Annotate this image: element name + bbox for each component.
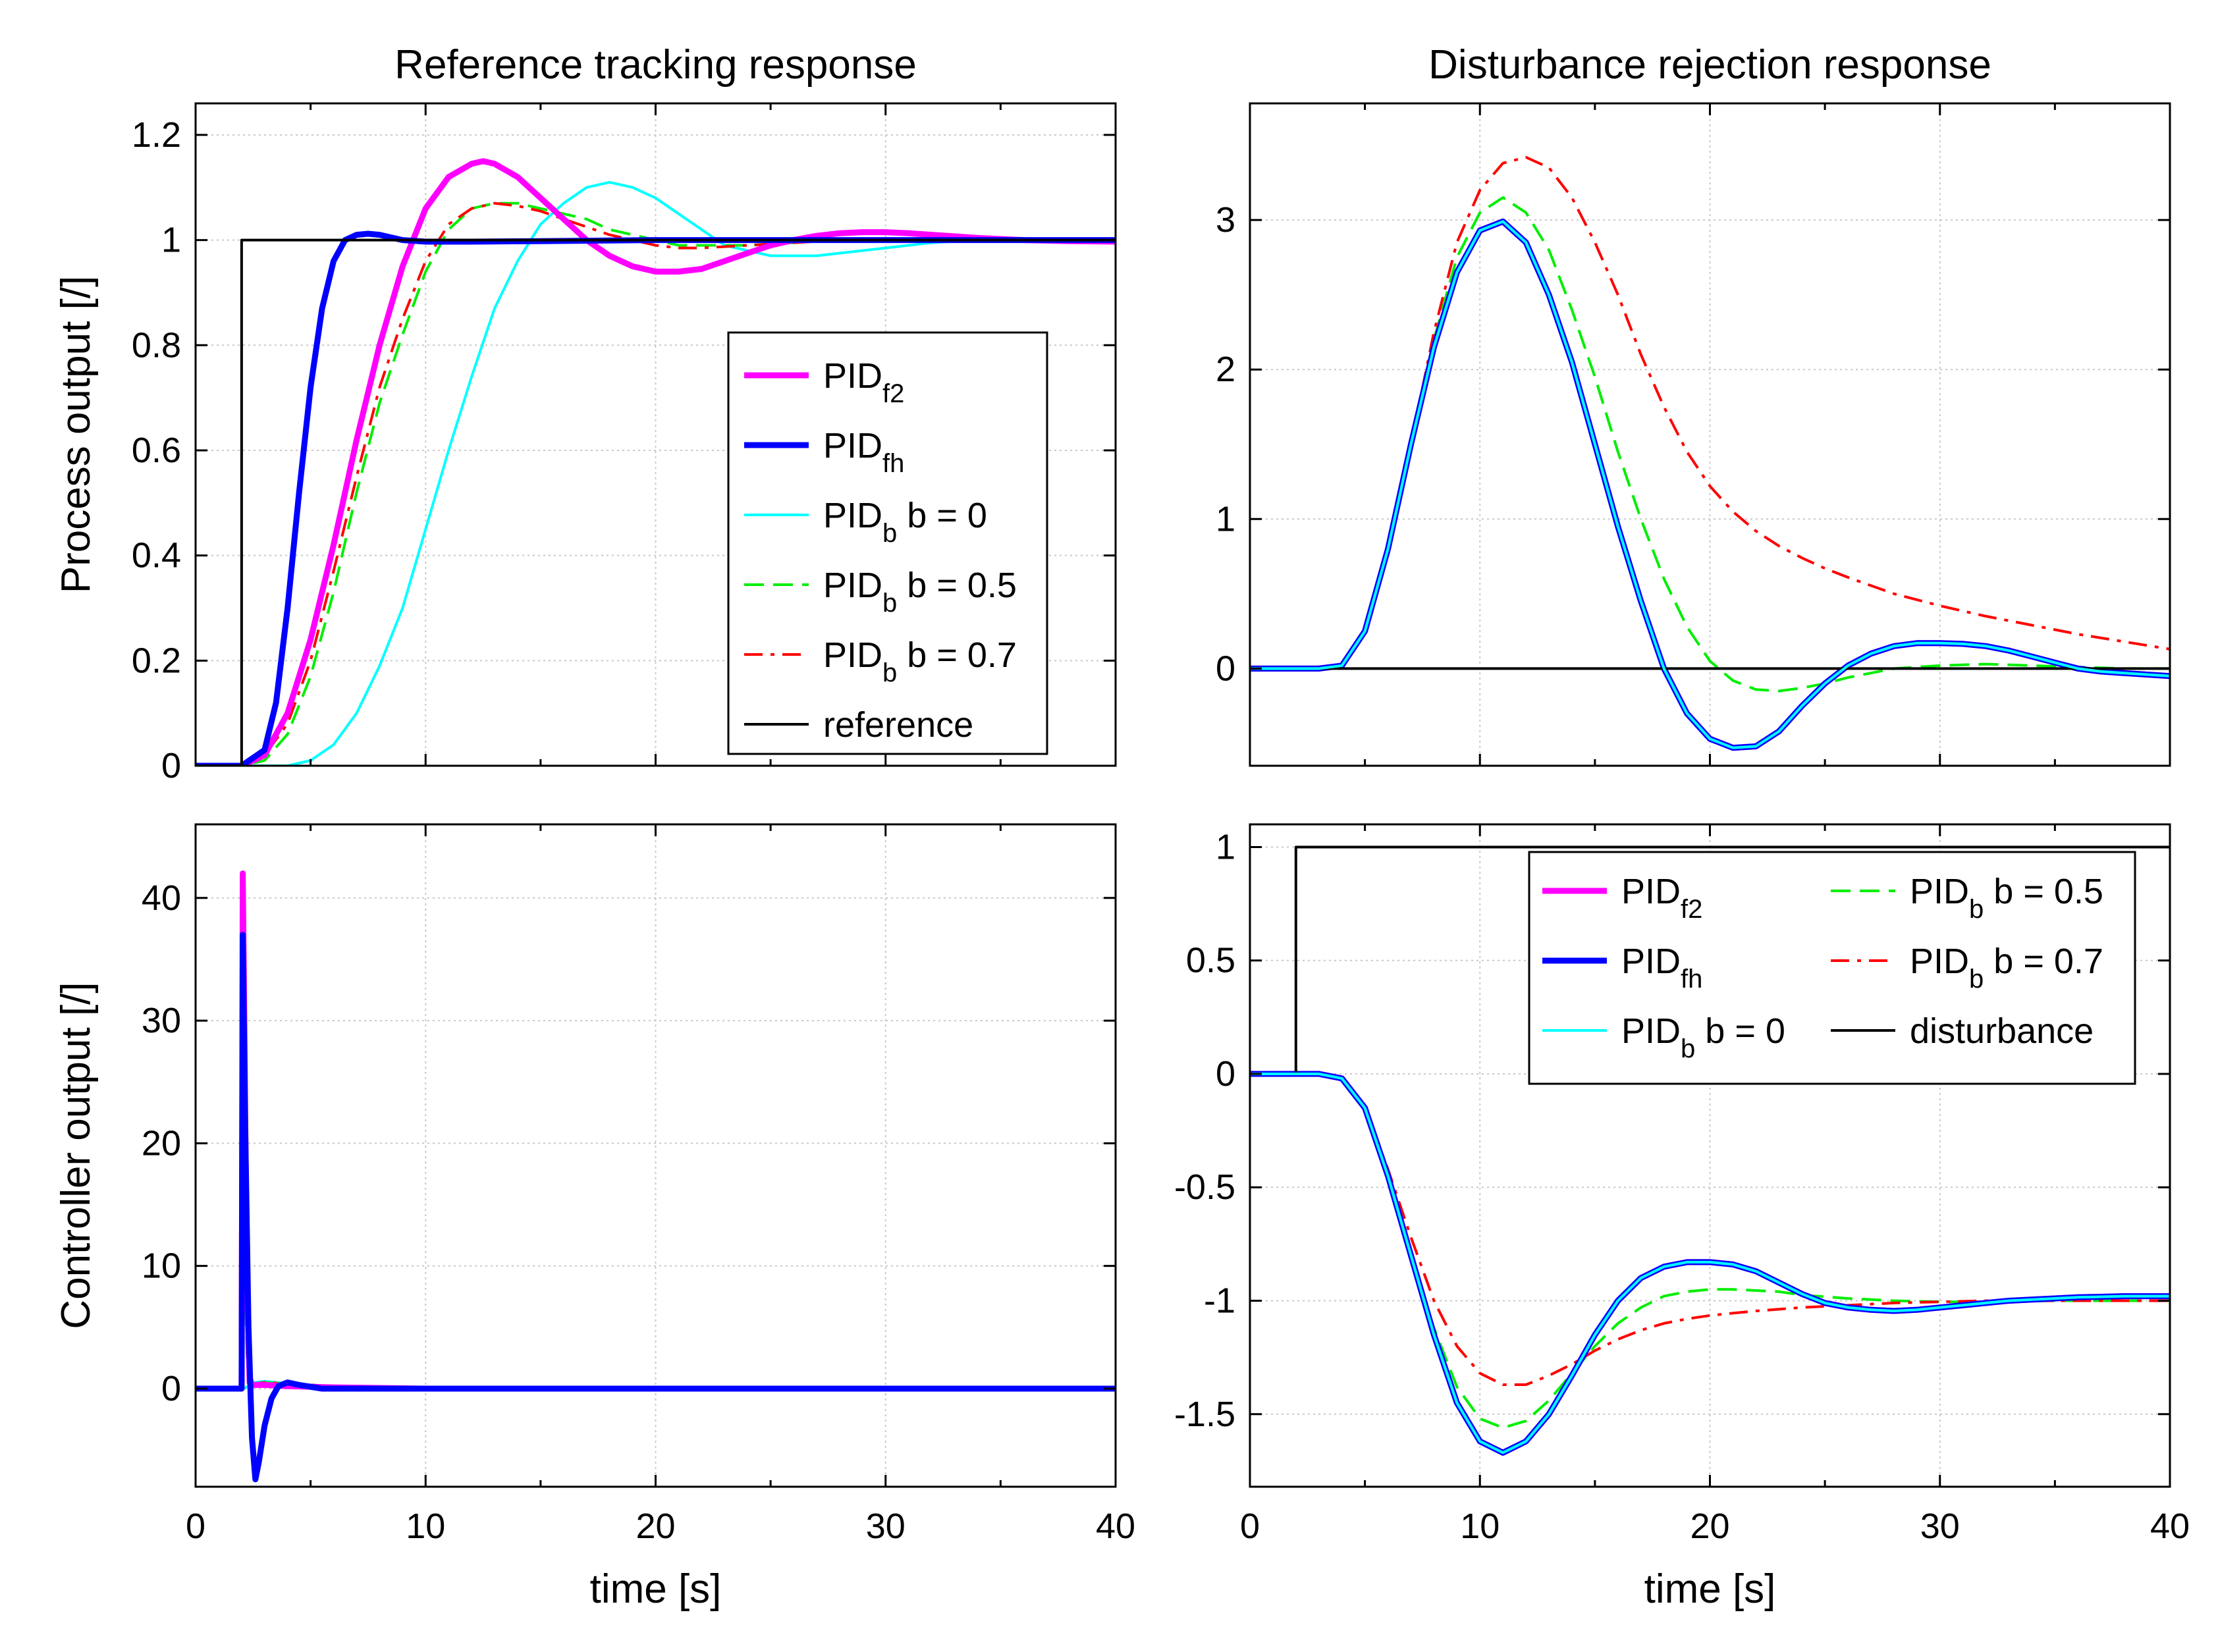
chart-title: Disturbance rejection response [1428,42,1991,88]
series-group [196,870,1116,1483]
legend-subscript: b [1969,895,1984,924]
legend-suffix: b = 0 [1695,1011,1785,1051]
y-tick-label: 40 [142,878,181,918]
legend-base: PID [823,426,882,466]
y-tick-label: 30 [142,1001,181,1040]
legend-label-reference: reference [823,705,973,745]
y-tick-label: 0 [161,746,181,786]
y-tick-label: 0.4 [132,536,181,575]
y-tick-label: 1 [161,221,181,260]
legend-subscript: f2 [1681,895,1702,924]
legend-suffix: b = 0.5 [897,566,1017,605]
series-line-pid_f2 [196,158,1116,766]
plot-area [1250,103,2170,766]
series-line-pid_fh [196,932,1116,1483]
series-group [1250,155,2170,751]
x-tick-label: 40 [1096,1506,1135,1546]
x-tick-label: 0 [1240,1506,1260,1546]
x-tick-label: 30 [866,1506,906,1546]
panel-p3: 0 10 20 30 40 0 10 20 30 40 time [s] Controller out… [53,823,1135,1612]
legend-label-pid_b05: PIDb b = 0.5 [823,566,1017,618]
legend-base: PID [823,356,882,396]
y-tick-label: -0.5 [1174,1167,1235,1207]
legend-label-pid_b07: PIDb b = 0.7 [823,635,1017,687]
y-tick-label: 0.5 [1186,941,1235,980]
legend-base: disturbance [1910,1011,2094,1051]
panel-p2: 0 1 2 3 Disturbance rejection response [1216,42,2171,767]
series-group [1250,845,2170,1456]
legend-label-pid_b07: PIDb b = 0.7 [1910,942,2103,994]
legend-base: PID [1621,1011,1681,1051]
y-tick-label: 0.6 [132,431,181,470]
legend-suffix: b = 0.5 [1984,872,2103,911]
legend-subscript: f2 [882,379,904,408]
y-tick-label: 10 [142,1246,181,1286]
legend-base: PID [1910,942,1969,981]
x-tick-label: 10 [406,1506,445,1546]
y-axis-label: Controller output [/] [53,982,99,1329]
legend-label-pid_b0: PIDb b = 0 [823,496,987,548]
legend-base: reference [823,705,973,745]
legend-base: PID [823,566,882,605]
legend-base: PID [823,635,882,675]
legend-base: PID [1621,942,1681,981]
y-tick-label: 0 [1216,1054,1235,1094]
y-tick-label: -1 [1204,1281,1235,1320]
series-line-pid_b0-overlay [1250,220,2170,749]
legend-base: PID [823,496,882,535]
series-group [196,158,1116,766]
x-axis-label: time [s] [1644,1566,1776,1612]
y-tick-label: 0 [1216,649,1235,688]
y-tick-label: 20 [142,1123,181,1163]
plot-area [196,824,1116,1487]
series-line-pid_b0 [196,180,1116,766]
legend-base: PID [1621,872,1681,911]
y-tick-label: 1.2 [132,115,181,155]
legend-subscript: b [1969,965,1984,994]
x-tick-label: 40 [2150,1506,2190,1546]
legend-subscript: b [882,658,897,687]
y-tick-label: 1 [1216,499,1235,539]
y-tick-label: 1 [1216,827,1235,866]
legend-label-pid_b0: PIDb b = 0 [1621,1011,1785,1063]
legend-label-pid_f2: PIDf2 [1621,872,1702,924]
y-tick-label: 2 [1216,350,1235,389]
legend-suffix: b = 0 [897,496,987,535]
legend-label-pid_f2: PIDf2 [823,356,904,408]
chart-title: Reference tracking response [394,42,917,88]
x-tick-label: 30 [1920,1506,1960,1546]
legend-suffix: b = 0.7 [897,635,1017,675]
y-tick-label: 3 [1216,200,1235,240]
legend-box [727,331,1048,755]
y-axis-label: Process output [/] [53,276,99,593]
legend-label-pid_fh: PIDfh [1621,942,1702,994]
series-line-reference [196,238,1116,766]
legend-subscript: b [882,519,897,548]
x-tick-label: 20 [636,1506,675,1546]
legend-label-pid_b05: PIDb b = 0.5 [1910,872,2103,924]
legend-suffix: b = 0.7 [1984,942,2103,981]
legend-base: PID [1910,872,1969,911]
x-axis-label: time [s] [590,1566,722,1612]
x-tick-label: 10 [1460,1506,1500,1546]
legend-label-pid_fh: PIDfh [823,426,904,478]
series-line-pid_b0-overlay [1250,1073,2170,1454]
legend-subscript: b [882,589,897,618]
y-tick-label: 0.2 [132,641,181,680]
y-tick-label: 0.8 [132,325,181,365]
legend-subscript: fh [1681,965,1702,994]
x-tick-label: 0 [186,1506,205,1546]
series-line-pid_b07 [1250,155,2170,670]
legend-subscript: b [1681,1034,1695,1063]
legend-label-disturbance: disturbance [1910,1011,2094,1051]
x-tick-label: 20 [1690,1506,1729,1546]
y-tick-label: -1.5 [1174,1395,1235,1434]
series-line-pid_b07 [1250,1073,2170,1386]
y-tick-label: 0 [161,1369,181,1408]
legend-subscript: fh [882,449,904,478]
